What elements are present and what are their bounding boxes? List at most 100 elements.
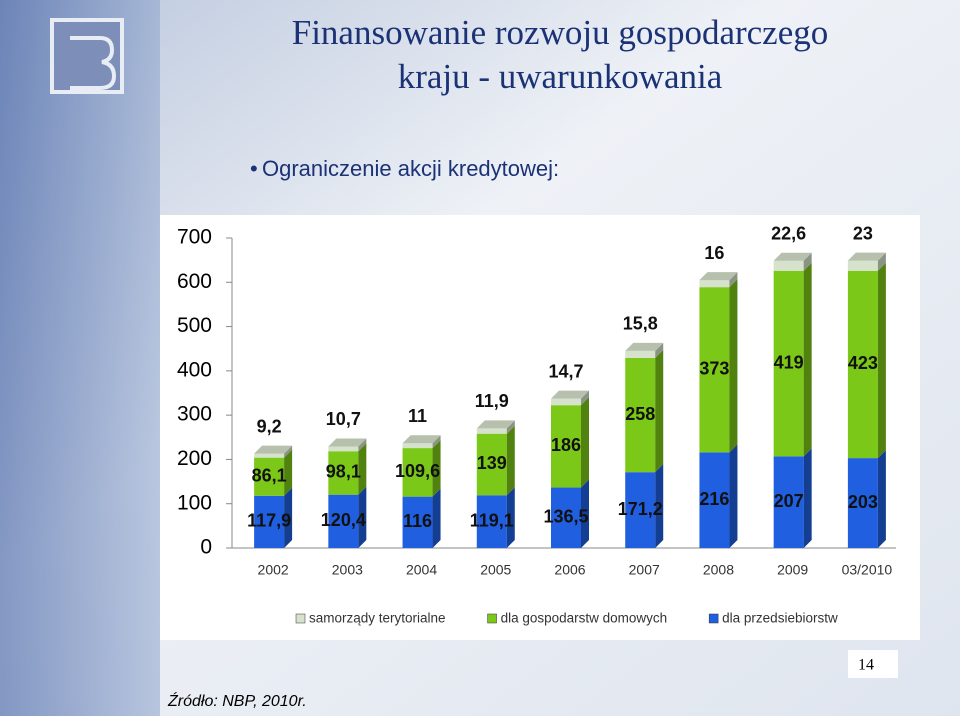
bar-top — [476, 420, 515, 429]
bar-side — [432, 488, 441, 548]
page-number: 14 — [858, 657, 874, 674]
bar-top — [551, 390, 589, 399]
bar-segment — [847, 458, 878, 548]
value-label: 16 — [704, 243, 724, 263]
legend-swatch — [487, 613, 497, 624]
bar-side — [358, 443, 367, 495]
legend-label: dla gospodarstw domowych — [501, 611, 668, 626]
bar-segment — [328, 451, 359, 495]
legend-label: samorządy terytorialne — [309, 611, 446, 626]
bar-side — [803, 252, 812, 271]
bar-side — [803, 262, 812, 457]
bullet-marker: • — [250, 156, 258, 181]
bar-segment — [625, 357, 656, 473]
value-label: 207 — [774, 491, 804, 511]
bar-side — [877, 252, 886, 271]
legend-label: dla przedsiebiorstw — [722, 611, 838, 626]
x-tick-label: 2009 — [777, 562, 808, 578]
value-label: 171,2 — [618, 499, 663, 519]
x-tick-label: 2002 — [258, 562, 289, 578]
bar-side — [803, 448, 812, 548]
value-label: 203 — [848, 492, 878, 512]
bar-side — [581, 479, 589, 548]
value-label: 216 — [699, 489, 729, 509]
value-label: 23 — [853, 223, 873, 243]
bar-segment — [625, 472, 656, 548]
bar-top — [847, 252, 886, 261]
bar-segment — [625, 350, 656, 358]
bar-segment — [476, 495, 507, 548]
bar-segment — [847, 260, 878, 271]
bar-top — [402, 435, 441, 444]
value-label: 15,8 — [623, 314, 658, 334]
value-label: 419 — [774, 352, 804, 372]
x-tick-label: 2006 — [554, 562, 585, 578]
bar-side — [506, 487, 515, 548]
value-label: 11,9 — [475, 391, 509, 411]
bar-side — [284, 445, 293, 458]
bar-side — [877, 450, 886, 548]
legend-swatch — [295, 613, 306, 624]
value-label: 136,5 — [543, 507, 588, 527]
x-tick-label: 2005 — [480, 562, 511, 578]
x-tick-label: 2008 — [703, 562, 734, 578]
bar-segment — [773, 270, 804, 457]
x-tick-label: 2007 — [629, 562, 660, 578]
y-tick-label: 600 — [177, 270, 212, 293]
bar-side — [432, 440, 441, 497]
x-tick-label: 2004 — [406, 562, 437, 578]
y-tick-label: 500 — [177, 314, 212, 337]
side-band — [0, 0, 160, 716]
legend-swatch — [708, 613, 719, 624]
value-label: 14,7 — [548, 361, 583, 381]
bar-top — [699, 272, 738, 281]
bar-segment — [254, 457, 285, 496]
title-line: Finansowanie rozwoju gospodarczego — [292, 13, 829, 52]
bar-segment — [402, 448, 433, 497]
bar-segment — [699, 287, 730, 453]
bar-segment — [254, 453, 285, 458]
bar-segment — [699, 452, 730, 548]
value-label: 86,1 — [252, 465, 287, 485]
logo — [50, 18, 124, 94]
y-tick-label: 300 — [177, 403, 212, 426]
bar-side — [432, 435, 441, 449]
bar-segment — [476, 428, 507, 434]
bar-segment — [254, 495, 285, 548]
page-number-box — [848, 650, 898, 678]
bar-side — [655, 349, 664, 473]
bar-segment — [773, 260, 804, 271]
bar-segment — [551, 405, 581, 488]
bar-side — [284, 449, 293, 496]
value-label: 117,9 — [247, 511, 291, 531]
value-label: 186 — [551, 435, 581, 455]
bar-segment — [476, 433, 507, 496]
value-label: 10,7 — [326, 409, 361, 429]
bar-top — [328, 438, 367, 447]
bar-top — [254, 445, 293, 454]
bar-side — [729, 279, 738, 453]
bar-side — [655, 464, 664, 548]
y-tick-label: 0 — [200, 536, 212, 559]
value-label: 258 — [625, 404, 655, 424]
value-label: 109,6 — [395, 461, 440, 481]
bar-side — [581, 390, 589, 406]
bar-segment — [402, 443, 433, 449]
value-label: 116 — [403, 511, 432, 531]
value-label: 423 — [848, 353, 878, 373]
x-tick-label: 2003 — [332, 562, 363, 578]
y-tick-label: 100 — [177, 491, 212, 514]
value-label: 9,2 — [257, 416, 282, 436]
bar-side — [358, 486, 367, 548]
bar-segment — [551, 487, 581, 548]
value-label: 119,1 — [470, 510, 514, 530]
bar-segment — [328, 446, 359, 452]
value-label: 139 — [477, 453, 507, 473]
bar-segment — [847, 270, 878, 459]
source: Źródło: NBP, 2010r. — [167, 691, 307, 710]
bar-side — [284, 487, 293, 548]
value-label: 120,4 — [321, 510, 366, 530]
bar-side — [506, 425, 515, 496]
